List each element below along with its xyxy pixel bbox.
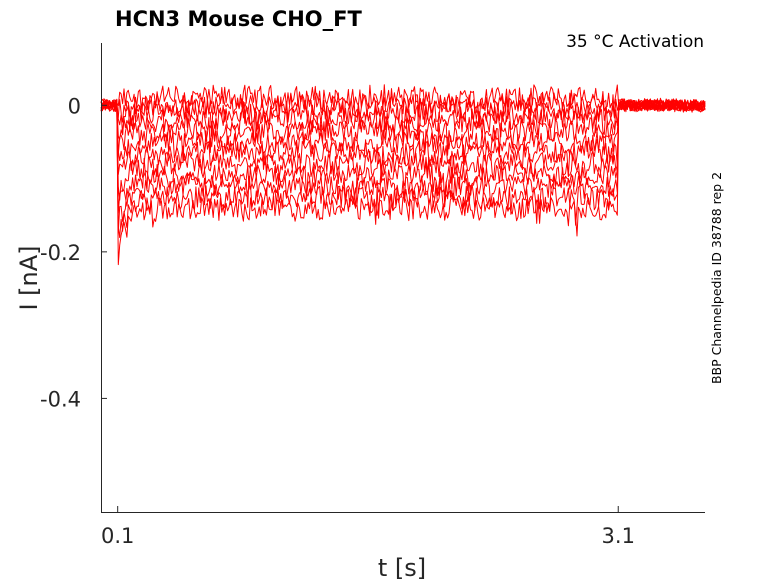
current-trace	[100, 98, 706, 233]
y-tick-label: -0.4	[40, 387, 81, 411]
current-trace	[100, 98, 706, 183]
current-trace	[100, 99, 706, 238]
current-trace	[100, 92, 706, 135]
y-tick-label: -0.2	[40, 241, 81, 265]
current-trace	[100, 98, 706, 157]
x-tick-label: 0.1	[101, 524, 134, 548]
x-axis-label: t [s]	[378, 554, 426, 582]
x-ticks: 0.1 3.1	[101, 506, 635, 548]
y-axis-label: I [nA]	[15, 245, 43, 310]
chart-title: HCN3 Mouse CHO_FT	[115, 7, 362, 31]
current-trace	[100, 98, 706, 266]
current-trace	[100, 97, 706, 214]
current-trace	[100, 84, 706, 118]
traces	[100, 84, 706, 266]
source-label: BBP Channelpedia ID 38788 rep 2	[709, 172, 724, 384]
y-tick-label: 0	[68, 94, 81, 118]
x-tick-label: 3.1	[602, 524, 635, 548]
y-ticks: 0 -0.2 -0.4	[40, 94, 107, 411]
condition-label: 35 °C Activation	[566, 32, 704, 52]
